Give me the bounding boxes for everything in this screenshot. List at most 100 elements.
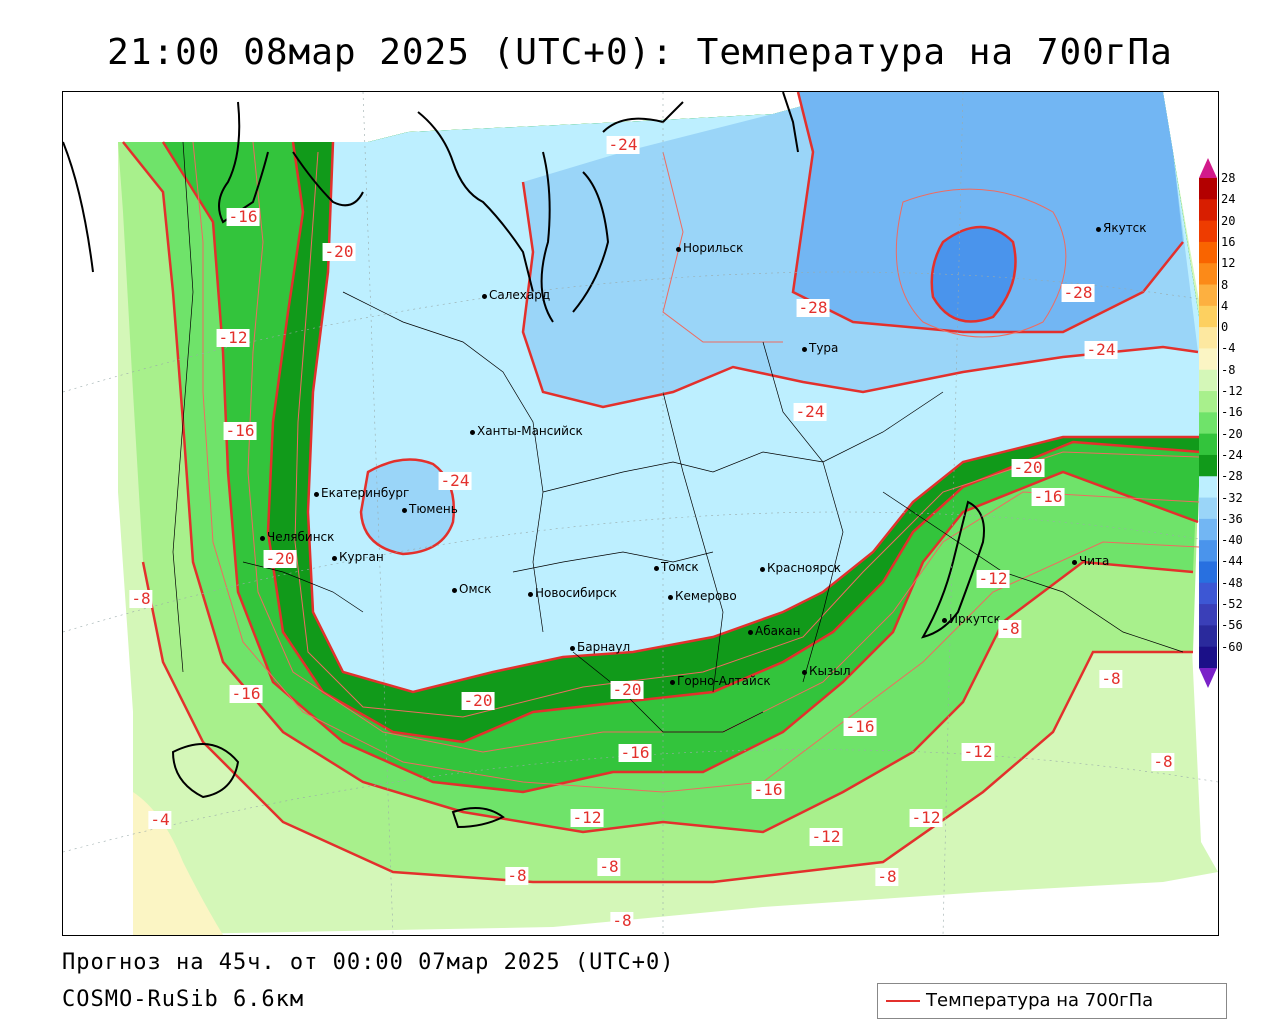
city-novosibirsk: Новосибирск [528,586,617,600]
isotherm-label: -12 [961,742,995,761]
isotherm-label: -8 [998,619,1022,638]
city-omsk: Омск [451,582,492,596]
colorbar-tick-label: -60 [1221,639,1243,654]
colorbar-segment [1199,582,1217,605]
colorbar-tick-label: -40 [1221,533,1243,548]
isotherm-label: -20 [322,242,356,261]
city-norilsk: Норильск [675,241,744,255]
legend-line-swatch [886,1000,920,1002]
colorbar-segment [1199,263,1217,286]
model-name: COSMO-RuSib 6.6км [62,987,305,1012]
isotherm-label: -8 [129,589,153,608]
colorbar-tick-label: -20 [1221,426,1243,441]
colorbar-tick-label: 4 [1221,298,1229,313]
isotherm-label: -8 [1151,752,1175,771]
isotherm-label: -24 [606,135,640,154]
colorbar-tick-label: -28 [1221,469,1243,484]
coastline-lines [63,92,985,829]
isotherm-label: -12 [216,328,250,347]
colorbar-tick-label: 20 [1221,213,1236,228]
isotherm-lines [122,92,1202,884]
colorbar-segment [1199,540,1217,562]
colorbar-segment [1199,433,1217,456]
isotherm-label: -20 [461,691,495,710]
colorbar-tick-label: -44 [1221,554,1243,569]
colorbar-segment [1199,305,1217,328]
colorbar-tick-label: -56 [1221,618,1243,633]
colorbar-segment [1199,348,1217,371]
city-yekaterinburg: Екатеринбург [313,486,410,500]
isotherm-label: -28 [796,298,830,317]
isotherm-label: -24 [1084,340,1118,359]
city-chita: Чита [1071,554,1110,568]
colorbar-segment [1199,561,1217,584]
temperature-field [63,92,1218,935]
colorbar-tick-label: 12 [1221,256,1236,271]
colorbar-segment [1199,604,1217,626]
colorbar-segment [1199,199,1217,222]
colorbar-bottom-cap [1199,668,1217,688]
isotherm-label: -8 [597,857,621,876]
city-khanty-mansiysk: Ханты-Мансийск [470,424,583,438]
colorbar-tick-label: -8 [1221,362,1236,377]
colorbar-tick-label: 24 [1221,192,1236,207]
colorbar-tick-label: -4 [1221,341,1236,356]
colorbar-segment [1199,454,1217,477]
colorbar-tick-label: 0 [1221,320,1229,335]
colorbar-tick-label: -24 [1221,447,1243,462]
city-kurgan: Курган [332,550,384,564]
isotherm-label: -24 [438,471,472,490]
isotherm-label: -8 [1099,669,1123,688]
isotherm-label: -8 [875,867,899,886]
colorbar-segment [1199,369,1217,392]
isotherm-label: -16 [226,207,260,226]
isotherm-label: -16 [751,780,785,799]
colorbar [1199,158,1217,688]
isotherm-label: -16 [618,743,652,762]
city-yakutsk: Якутск [1096,221,1147,235]
colorbar-segment [1199,412,1217,435]
city-irkutsk: Иркутск [942,612,1001,626]
colorbar-segment [1199,497,1217,520]
isotherm-label: -12 [809,827,843,846]
city-kyzyl: Кызыл [802,664,851,678]
isotherm-label: -8 [610,911,634,930]
colorbar-segment [1199,646,1217,669]
city-tyumen: Тюмень [402,502,458,516]
map-title: 21:00 08мар 2025 (UTC+0): Температура на… [107,32,1173,73]
colorbar-tick-label: 8 [1221,277,1229,292]
colorbar-tick-label: -32 [1221,490,1243,505]
city-chelyabinsk: Челябинск [259,530,335,544]
band-minus36 [931,227,1016,322]
isotherm-label: -16 [1031,487,1065,506]
colorbar-tick-label: -12 [1221,384,1243,399]
isotherm-label: -20 [1011,458,1045,477]
isotherm-label: -16 [229,684,263,703]
colorbar-tick-label: -52 [1221,597,1243,612]
isotherm-label: -12 [570,808,604,827]
colorbar-segment [1199,518,1217,541]
colorbar-tick-label: -36 [1221,511,1243,526]
map-panel: Норильск Якутск Салехард Тура Ханты-Манс… [62,91,1219,936]
city-abakan: Абакан [747,624,801,638]
isotherm-label: -24 [793,402,827,421]
city-barnaul: Барнаул [569,640,631,654]
isotherm-label: -4 [148,810,172,829]
city-tura: Тура [801,341,839,355]
colorbar-segment [1199,241,1217,264]
isotherm-label: -20 [610,680,644,699]
city-salekhard: Салехард [481,288,551,302]
colorbar-segment [1199,220,1217,243]
colorbar-tick-label: -16 [1221,405,1243,420]
colorbar-segment [1199,476,1217,499]
legend-label: Температура на 700гПа [926,990,1154,1011]
isotherm-label: -28 [1061,283,1095,302]
isotherm-label: -12 [976,569,1010,588]
isotherm-label: -16 [223,421,257,440]
colorbar-segment [1199,284,1217,307]
region-borders [172,141,1184,733]
colorbar-tick-label: -48 [1221,575,1243,590]
isotherm-label: -16 [843,717,877,736]
city-kemerovo: Кемерово [668,589,737,603]
graticule-lines [63,92,1218,935]
